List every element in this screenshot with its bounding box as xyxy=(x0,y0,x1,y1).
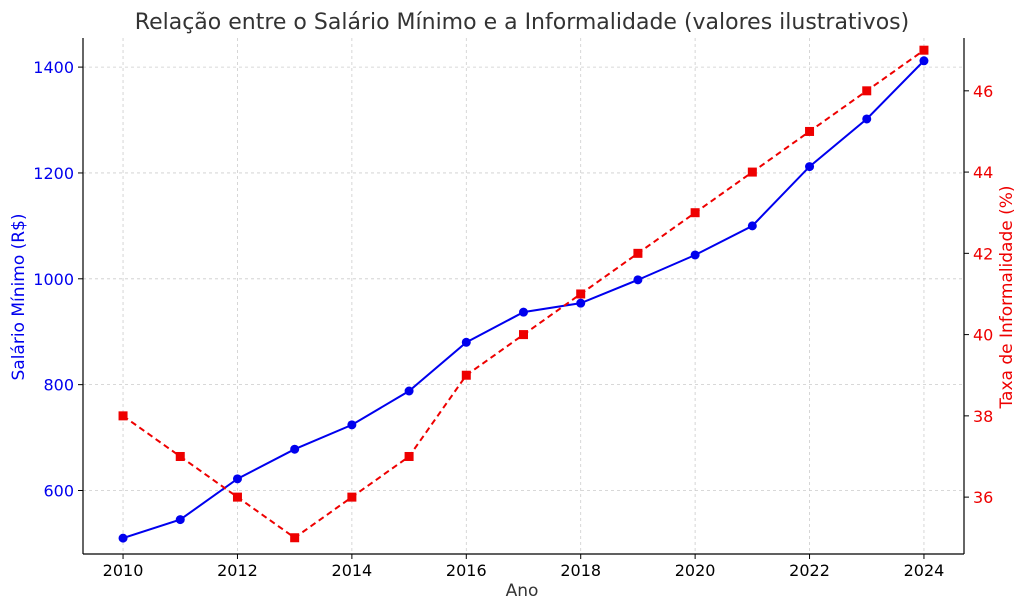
informalidade-point xyxy=(633,248,643,258)
informalidade-point xyxy=(461,370,471,380)
y-right-tick-label: 38 xyxy=(973,407,993,426)
informalidade-point xyxy=(290,533,300,543)
y-right-tick-label: 40 xyxy=(973,326,993,345)
x-tick-label: 2018 xyxy=(560,561,601,580)
informalidade-point xyxy=(175,451,185,461)
informalidade-point xyxy=(747,167,757,177)
salario-minimo-point xyxy=(232,474,242,484)
salario-minimo-line xyxy=(122,60,925,540)
informalidade-point xyxy=(805,126,815,136)
y-left-axis-title: Salário Mínimo (R$) xyxy=(9,213,29,380)
x-tick-label: 2016 xyxy=(446,561,487,580)
informalidade-point xyxy=(862,86,872,96)
y-right-tick-label: 36 xyxy=(973,488,993,507)
salario-minimo-point xyxy=(118,533,128,543)
salario-minimo-point xyxy=(576,298,586,308)
informalidade-point xyxy=(519,330,528,340)
salario-minimo-point xyxy=(747,221,757,231)
salario-minimo-point xyxy=(805,162,815,172)
informalidade-point xyxy=(232,492,242,502)
y-right-axis-title: Taxa de Informalidade (%) xyxy=(997,185,1017,409)
y-left-tick-label: 1200 xyxy=(33,164,74,183)
informalidade-point xyxy=(690,208,700,218)
salario-minimo-point xyxy=(461,337,471,347)
informalidade-point xyxy=(347,492,357,502)
y-right-tick-label: 44 xyxy=(973,163,993,182)
informalidade-point xyxy=(919,45,929,55)
salario-minimo-point xyxy=(404,386,414,396)
chart-title: Relação entre o Salário Mínimo e a Infor… xyxy=(135,10,909,35)
salario-minimo-point xyxy=(347,420,357,430)
x-tick-label: 2010 xyxy=(103,561,144,580)
salario-minimo-point xyxy=(519,307,528,317)
salario-minimo-point xyxy=(690,250,700,260)
y-left-tick-label: 1400 xyxy=(33,58,74,77)
y-left-tick-label: 800 xyxy=(43,376,74,395)
x-tick-label: 2022 xyxy=(789,561,830,580)
axes: 2010 2012 2014 2016 2018 2020 2022 2024 600 800 10… xyxy=(33,38,993,580)
informalidade-point xyxy=(404,451,414,461)
salario-minimo-point xyxy=(919,56,929,66)
y-left-tick-label: 1000 xyxy=(33,270,74,289)
x-tick-label: 2014 xyxy=(332,561,373,580)
y-left-tick-label: 600 xyxy=(43,481,74,500)
informalidade-point xyxy=(576,289,586,299)
salario-minimo-point xyxy=(290,444,300,454)
x-axis-title: Ano xyxy=(506,581,539,601)
y-right-tick-label: 42 xyxy=(973,244,993,263)
salario-minimo-point xyxy=(633,275,643,285)
series xyxy=(118,45,929,543)
informalidade-point xyxy=(118,411,128,421)
grid xyxy=(83,38,964,554)
x-tick-label: 2024 xyxy=(904,561,945,580)
salario-minimo-point xyxy=(862,114,872,124)
y-right-tick-label: 46 xyxy=(973,82,993,101)
x-tick-label: 2020 xyxy=(675,561,716,580)
x-tick-label: 2012 xyxy=(217,561,258,580)
informalidade-line xyxy=(122,49,925,539)
salario-minimo-point xyxy=(175,515,185,525)
